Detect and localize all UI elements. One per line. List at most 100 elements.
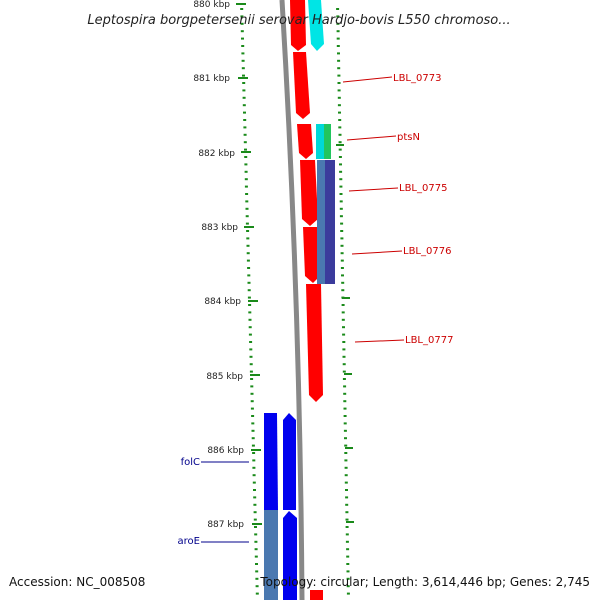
tick-dot-left <box>247 281 251 284</box>
tick-dot-left <box>254 526 257 528</box>
tick-dot-right <box>342 355 346 358</box>
tick-dot-right <box>346 548 350 551</box>
gene-feature-ptsn-red[interactable] <box>297 124 313 159</box>
tick-dot-right <box>337 89 341 92</box>
tick-dot-left <box>249 370 253 373</box>
secondary-features[interactable] <box>308 0 335 284</box>
gene-feature-top[interactable] <box>290 0 306 51</box>
tick-label-885: 885 kbp <box>206 372 243 382</box>
gene-label-ptsn[interactable]: ptsN <box>397 132 420 143</box>
tick-dot-left <box>251 415 255 417</box>
tick-dot-right <box>338 119 342 121</box>
tick-dot-left <box>255 563 258 565</box>
tick-dot-right <box>338 141 342 144</box>
tick-dot-left <box>240 30 244 33</box>
tick-dot-left <box>253 518 257 521</box>
tick-dot-left <box>249 355 253 358</box>
gene-feature-folc[interactable] <box>264 413 278 510</box>
gene-label-lbl-0777[interactable]: LBL_0777 <box>405 335 453 346</box>
gene-feature-aroe-rev[interactable] <box>283 511 297 600</box>
gene-label-lbl-0773[interactable]: LBL_0773 <box>393 73 441 84</box>
tick-dot-right <box>338 126 342 129</box>
tick-dot-right <box>337 104 341 107</box>
tick-dot-right <box>336 22 340 25</box>
tick-dot-left <box>255 570 259 573</box>
tick-dot-right <box>340 259 344 262</box>
gene-feature-lbl-0775[interactable] <box>300 160 318 226</box>
forward-features[interactable] <box>290 0 323 600</box>
indigo-feature-lower[interactable] <box>325 160 335 284</box>
tick-dot-right <box>345 511 349 514</box>
green-feature-ptsn[interactable] <box>324 124 331 159</box>
gene-label-aroe[interactable]: aroE <box>178 536 200 547</box>
gene-feature-lbl-0776[interactable] <box>303 227 320 283</box>
tick-dot-right <box>341 289 345 292</box>
tick-dot-left <box>242 82 246 84</box>
tick-dot-right <box>344 452 348 454</box>
map-title: Leptospira borgpetersenii serovar Hardjo… <box>87 13 510 28</box>
tick-label-882: 882 kbp <box>198 149 235 159</box>
tick-dot-left <box>241 37 244 40</box>
tick-dot-left <box>249 348 253 351</box>
tick-dot-left <box>247 267 251 269</box>
tick-dot-right <box>342 348 346 351</box>
tick-dot-left <box>247 296 251 299</box>
tick-dot-right <box>343 407 347 410</box>
tick-dot-left <box>243 141 247 144</box>
tick-dot-right <box>345 540 349 543</box>
tick-dot-right <box>336 8 340 10</box>
tick-dot-left <box>254 540 258 543</box>
tick-dot-right <box>345 518 349 521</box>
tick-dot-left <box>251 429 255 432</box>
tick-dot-right <box>339 193 343 195</box>
tick-dot-right <box>339 178 343 181</box>
tick-dot-left <box>247 289 251 292</box>
tick-dot-right <box>345 533 349 536</box>
tick-dot-left <box>245 207 249 210</box>
gene-label-lbl-0776[interactable]: LBL_0776 <box>403 246 451 257</box>
gene-feature-lbl-0773[interactable] <box>293 52 310 119</box>
tick-dot-left <box>252 481 256 484</box>
tick-dot-left <box>245 200 249 203</box>
tick-dot-right <box>346 592 350 595</box>
tick-dot-right <box>341 304 345 306</box>
tick-dot-right <box>345 496 349 499</box>
tick-dot-right <box>340 267 344 269</box>
tick-dot-right <box>342 326 345 329</box>
tick-dot-left <box>244 148 247 151</box>
tick-dot-left <box>249 363 253 366</box>
cyan-feature-ptsn[interactable] <box>316 124 324 159</box>
tick-dot-left <box>241 67 245 70</box>
gene-feature-bottom[interactable] <box>310 590 323 600</box>
steel-feature-lower[interactable] <box>317 160 325 284</box>
tick-dot-left <box>253 496 257 499</box>
tick-dot-left <box>253 511 257 514</box>
gene-feature-lbl-0777[interactable] <box>306 284 323 402</box>
tick-dot-right <box>340 252 344 255</box>
tick-dot-right <box>337 52 340 55</box>
tick-dot-right <box>342 370 346 373</box>
reverse-features[interactable] <box>264 413 297 600</box>
gene-label-folc[interactable]: folC <box>181 457 200 468</box>
tick-dot-right <box>340 230 344 232</box>
tick-dot-right <box>343 392 347 395</box>
tick-dot-left <box>241 52 245 55</box>
tick-dot-left <box>250 407 254 410</box>
leader-lbl-0777 <box>354 339 405 343</box>
cyan-feature-top[interactable] <box>308 0 324 51</box>
tick-dot-left <box>244 163 248 166</box>
tick-dot-right <box>345 489 348 491</box>
gene-feature-folc-rev[interactable] <box>283 413 296 510</box>
tick-label-887: 887 kbp <box>207 520 244 530</box>
tick-dot-left <box>242 89 246 92</box>
tick-dot-left <box>255 592 259 595</box>
gene-feature-aroe-steel[interactable] <box>264 510 278 600</box>
gene-annotations[interactable]: LBL_0773 ptsN LBL_0775 LBL_0776 LBL_0777… <box>178 73 454 547</box>
gene-label-lbl-0775[interactable]: LBL_0775 <box>399 183 447 194</box>
tick-dot-right <box>346 585 350 588</box>
tick-dot-right <box>343 385 347 388</box>
tick-dot-left <box>240 15 244 18</box>
tick-dot-left <box>243 133 247 136</box>
tick-dot-left <box>248 326 252 329</box>
